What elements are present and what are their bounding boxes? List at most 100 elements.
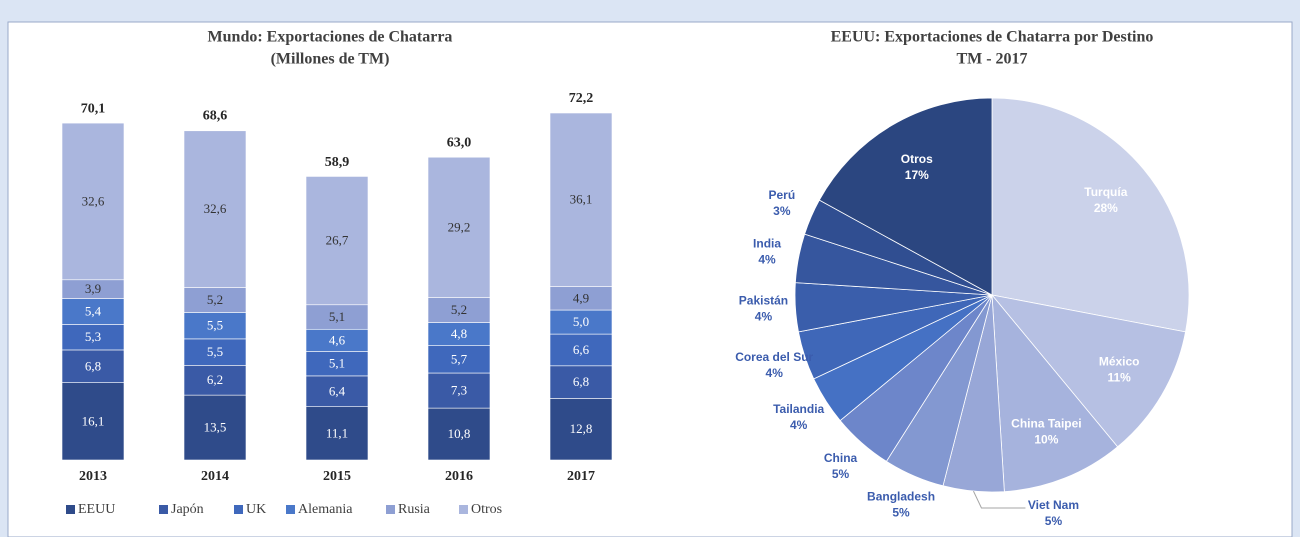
segment-label: 5,2	[451, 302, 467, 317]
x-tick-label: 2017	[567, 469, 595, 484]
bar-segment	[305, 176, 369, 306]
legend-label: UK	[246, 502, 266, 517]
legend-swatch	[234, 505, 243, 514]
segment-label: 6,2	[207, 372, 223, 387]
bar-segment	[61, 349, 125, 383]
x-tick-label: 2013	[79, 469, 107, 484]
segment-label: 12,8	[570, 421, 593, 436]
segment-label: 6,4	[329, 383, 346, 398]
legend-label: Otros	[471, 502, 502, 517]
bar-segment	[305, 375, 369, 407]
slice-name: Otros	[901, 152, 933, 166]
x-tick-label: 2016	[445, 469, 473, 484]
bar-segment	[183, 130, 247, 288]
slice-name: Turquía	[1084, 185, 1127, 199]
segment-label: 6,8	[573, 374, 589, 389]
bar-segment	[183, 365, 247, 396]
segment-label: 5,0	[573, 314, 589, 329]
bar-segment	[427, 407, 491, 461]
slice-value: 4%	[755, 310, 773, 324]
segment-label: 5,7	[451, 351, 468, 366]
slice-name: México	[1099, 354, 1140, 368]
bar-title: Mundo: Exportaciones de Chatarra	[208, 29, 453, 46]
slice-value: 5%	[892, 505, 910, 519]
bar-segment	[183, 338, 247, 366]
segment-label: 10,8	[448, 426, 471, 441]
segment-label: 7,3	[451, 383, 467, 398]
segment-label: 5,2	[207, 292, 223, 307]
segment-label: 29,2	[448, 219, 471, 234]
bar-subtitle: (Millones de TM)	[271, 51, 390, 68]
segment-label: 32,6	[82, 193, 105, 208]
total-label: 68,6	[203, 109, 228, 124]
pie-subtitle: TM - 2017	[956, 51, 1027, 68]
legend-swatch	[66, 505, 75, 514]
segment-label: 4,9	[573, 290, 589, 305]
slice-name: Pakistán	[739, 294, 788, 308]
pie-slice	[990, 294, 1186, 448]
leader-line	[973, 490, 1026, 509]
segment-label: 16,1	[82, 413, 105, 428]
bar-segment	[61, 122, 125, 281]
legend-label: Rusia	[398, 502, 431, 517]
pie-slice	[818, 97, 993, 296]
total-label: 58,9	[325, 155, 350, 170]
slice-name: China	[824, 451, 858, 465]
segment-label: 5,5	[207, 318, 223, 333]
bar-segment	[305, 406, 369, 461]
slice-value: 5%	[1045, 514, 1063, 528]
segment-label: 6,6	[573, 342, 590, 357]
pie-slice	[991, 293, 1119, 493]
total-label: 63,0	[447, 135, 472, 150]
pie-title: EEUU: Exportaciones de Chatarra por Dest…	[831, 29, 1154, 46]
total-label: 72,2	[569, 91, 594, 106]
segment-label: 4,6	[329, 332, 346, 347]
slice-value: 11%	[1107, 370, 1131, 384]
bar-segment	[183, 287, 247, 313]
slice-value: 28%	[1094, 201, 1118, 215]
total-label: 70,1	[81, 101, 106, 116]
legend-swatch	[459, 505, 468, 514]
segment-label: 11,1	[326, 425, 348, 440]
slice-name: China Taipei	[1011, 417, 1081, 431]
slice-value: 10%	[1034, 433, 1058, 447]
slice-name: Bangladesh	[867, 489, 935, 503]
segment-label: 13,5	[204, 420, 227, 435]
segment-label: 32,6	[204, 201, 227, 216]
bar-segment	[549, 333, 613, 367]
bar-segment	[183, 394, 247, 461]
bar-segment	[427, 156, 491, 298]
slice-value: 5%	[832, 467, 850, 481]
legend-label: EEUU	[78, 502, 115, 517]
segment-label: 4,8	[451, 326, 467, 341]
slice-value: 17%	[905, 168, 929, 182]
segment-label: 6,8	[85, 358, 101, 373]
bar-segment	[549, 309, 613, 335]
segment-label: 5,5	[207, 344, 223, 359]
pie-slice	[991, 97, 1190, 333]
slice-name: Viet Nam	[1028, 498, 1079, 512]
legend-swatch	[159, 505, 168, 514]
bar-segment	[549, 365, 613, 399]
segment-label: 36,1	[570, 192, 593, 207]
bar-segment	[183, 312, 247, 340]
x-tick-label: 2014	[201, 469, 229, 484]
slice-name: Tailandia	[773, 402, 824, 416]
slice-name: Perú	[768, 188, 795, 202]
slice-value: 4%	[758, 252, 776, 266]
segment-label: 5,1	[329, 356, 345, 371]
legend-label: Alemania	[298, 502, 353, 517]
bar-segment	[61, 298, 125, 325]
segment-label: 3,9	[85, 281, 101, 296]
bar-segment	[427, 297, 491, 323]
segment-label: 5,4	[85, 303, 102, 318]
slice-value: 4%	[766, 366, 784, 380]
legend-swatch	[386, 505, 395, 514]
bar-segment	[305, 351, 369, 377]
segment-label: 5,3	[85, 329, 101, 344]
segment-label: 5,1	[329, 309, 345, 324]
slice-value: 3%	[773, 204, 791, 218]
legend-label: Japón	[171, 502, 204, 517]
slice-name: India	[753, 236, 781, 250]
